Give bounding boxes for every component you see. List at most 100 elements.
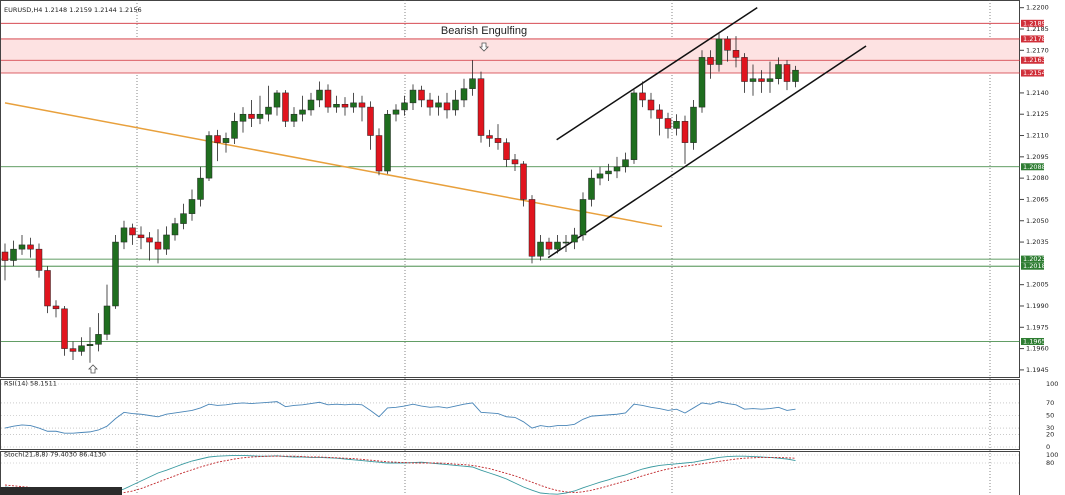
candle-body bbox=[205, 135, 213, 179]
y-tick-label: 1.2140 bbox=[1026, 89, 1049, 97]
candle-body bbox=[333, 104, 340, 108]
y-tick-label: 1.2080 bbox=[1026, 174, 1049, 182]
y-tick-label: 100 bbox=[1046, 451, 1058, 459]
candle-body bbox=[35, 248, 43, 271]
candle-body bbox=[520, 163, 527, 200]
candle-body bbox=[766, 78, 774, 82]
zone bbox=[1, 38, 1019, 74]
candle-body bbox=[61, 308, 68, 349]
y-tick-label: 100 bbox=[1046, 380, 1058, 388]
y-tick-label: 1.2170 bbox=[1026, 46, 1049, 54]
candle-body bbox=[503, 142, 510, 160]
candle-body bbox=[630, 92, 638, 160]
down-arrow bbox=[479, 42, 489, 52]
candle-body bbox=[367, 106, 374, 136]
candle-body bbox=[792, 69, 799, 82]
candle-body bbox=[758, 78, 765, 82]
candle-body bbox=[231, 121, 238, 139]
indicator-title: Stoch(21,8,8) 79.4030 86.4130 bbox=[4, 451, 106, 459]
candle-body bbox=[197, 177, 204, 200]
candle-body bbox=[384, 113, 391, 172]
candle-body bbox=[103, 305, 111, 335]
candle-body bbox=[44, 270, 51, 307]
candle-body bbox=[749, 78, 757, 82]
candle-body bbox=[639, 92, 646, 101]
level-label: 1.2018 bbox=[1023, 262, 1046, 270]
candle-body bbox=[341, 104, 349, 108]
annotation: Bearish Engulfing bbox=[441, 25, 527, 37]
candle-body bbox=[452, 99, 459, 111]
level-label: 1.1965 bbox=[1023, 337, 1046, 345]
candle-body bbox=[154, 241, 162, 250]
candle-body bbox=[350, 102, 357, 108]
candle-body bbox=[273, 92, 281, 108]
y-tick-label: 1.2125 bbox=[1026, 110, 1049, 118]
candle-body bbox=[112, 241, 119, 307]
candle-body bbox=[647, 99, 655, 111]
level-box bbox=[1021, 19, 1044, 27]
candle-body bbox=[511, 159, 519, 165]
indicator-title: RSI(14) 58.1511 bbox=[4, 380, 57, 388]
candle-body bbox=[265, 106, 272, 115]
indicator-line bbox=[4, 401, 796, 434]
candle-body bbox=[10, 248, 17, 261]
candle-body bbox=[418, 89, 425, 101]
level-label: 1.2154 bbox=[1023, 69, 1046, 77]
candle-body bbox=[435, 102, 442, 108]
candle-body bbox=[656, 109, 663, 119]
candle-body bbox=[673, 121, 680, 129]
chart-title: EURUSD,H4 1.2148 1.2159 1.2144 1.2156 bbox=[4, 6, 142, 14]
candle-body bbox=[316, 89, 323, 101]
stoch-panel bbox=[0, 451, 1020, 495]
candle-body bbox=[95, 334, 102, 345]
level-box bbox=[1021, 255, 1044, 263]
candle-body bbox=[324, 89, 332, 108]
y-tick-label: 1.1945 bbox=[1026, 366, 1049, 374]
level-box bbox=[1021, 337, 1044, 345]
candle-body bbox=[171, 223, 179, 236]
candle-body bbox=[163, 234, 170, 250]
candle-body bbox=[282, 92, 289, 122]
candle-body bbox=[375, 135, 383, 172]
candle-body bbox=[545, 241, 553, 250]
y-tick-label: 20 bbox=[1046, 430, 1054, 438]
level-label: 1.2023 bbox=[1023, 255, 1046, 263]
level-box bbox=[1021, 69, 1044, 77]
level-label: 1.2178 bbox=[1023, 35, 1046, 43]
candle-body bbox=[579, 199, 587, 236]
trendline bbox=[547, 45, 867, 259]
candle-body bbox=[392, 109, 400, 115]
level-label: 1.2189 bbox=[1023, 19, 1046, 27]
y-tick-label: 1.2005 bbox=[1026, 281, 1049, 289]
y-tick-label: 50 bbox=[1046, 412, 1054, 420]
candle-body bbox=[137, 234, 145, 239]
candle-body bbox=[554, 241, 561, 250]
y-tick-label: 1.2050 bbox=[1026, 217, 1049, 225]
trendline bbox=[4, 102, 663, 228]
candle-body bbox=[86, 344, 94, 347]
candle-body bbox=[290, 113, 298, 122]
candle-body bbox=[129, 227, 136, 236]
candle-body bbox=[307, 99, 315, 111]
candle-body bbox=[562, 241, 570, 244]
y-tick-label: 70 bbox=[1046, 399, 1054, 407]
candle-body bbox=[571, 234, 578, 243]
candle-body bbox=[528, 199, 536, 257]
candle-body bbox=[146, 237, 153, 243]
candle-body bbox=[715, 38, 723, 65]
candle-body bbox=[299, 109, 306, 115]
y-tick-label: 1.1960 bbox=[1026, 345, 1049, 353]
candle-body bbox=[664, 118, 672, 129]
candle-body bbox=[741, 57, 748, 82]
candle-body bbox=[775, 64, 782, 79]
y-tick-label: 1.2200 bbox=[1026, 4, 1049, 12]
candle-body bbox=[681, 121, 689, 143]
candle-body bbox=[426, 99, 434, 108]
y-tick-label: 1.2185 bbox=[1026, 25, 1049, 33]
candle-body bbox=[613, 166, 621, 172]
indicator-line bbox=[4, 454, 796, 495]
candle-body bbox=[52, 305, 60, 310]
candle-body bbox=[180, 213, 187, 224]
candle-body bbox=[707, 57, 714, 65]
rsi-panel bbox=[0, 379, 1020, 450]
